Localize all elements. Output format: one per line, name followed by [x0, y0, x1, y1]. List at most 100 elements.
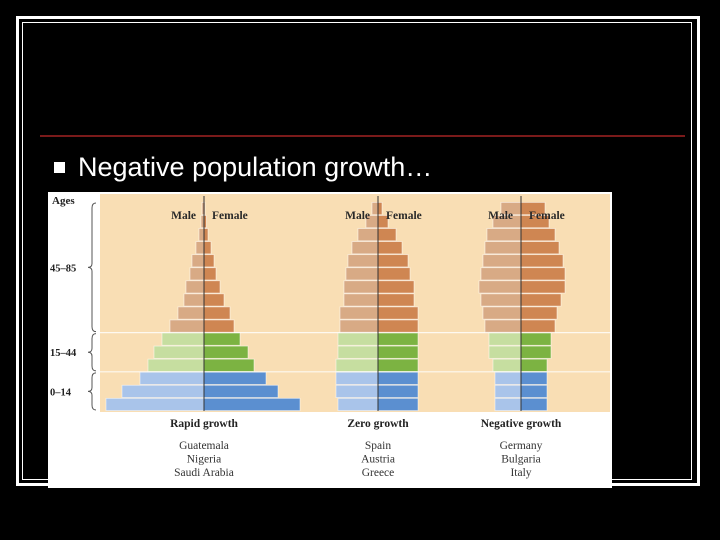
bar-female	[377, 293, 415, 307]
bar-male	[153, 345, 205, 359]
bar-female	[520, 293, 562, 307]
bar-female	[203, 397, 301, 411]
country-label: Spain	[365, 440, 391, 452]
bar-female	[377, 280, 415, 294]
bar-male	[339, 306, 379, 320]
bar-female	[377, 241, 403, 255]
bar-female	[520, 228, 556, 242]
bar-female	[377, 345, 419, 359]
bar-female	[520, 384, 548, 398]
population-pyramids-figure: Ages 0–14 15–44 45–85 Male Female Rapid growth…	[48, 192, 612, 488]
bar-female	[377, 267, 411, 281]
pyramid-title: Rapid growth	[170, 418, 238, 430]
age-group-label: 45–85	[50, 263, 76, 274]
bar-female	[520, 306, 558, 320]
title-rule	[40, 135, 685, 137]
bar-male	[357, 228, 379, 242]
bullet-icon	[54, 162, 65, 173]
age-group-label: 15–44	[50, 348, 77, 359]
bar-male	[195, 241, 205, 255]
bar-male	[335, 371, 379, 385]
country-label: Germany	[500, 440, 543, 452]
bar-male	[480, 293, 522, 307]
bar-female	[520, 397, 548, 411]
bar-male	[494, 384, 522, 398]
bar-male	[337, 332, 379, 346]
country-label: Bulgaria	[501, 454, 541, 466]
bar-female	[520, 267, 566, 281]
bar-female	[203, 254, 215, 268]
bar-male	[335, 384, 379, 398]
bar-male	[478, 280, 522, 294]
country-label: Italy	[510, 467, 531, 479]
bar-male	[183, 293, 205, 307]
bar-male	[339, 319, 379, 333]
bar-male	[488, 332, 522, 346]
bar-male	[185, 280, 205, 294]
female-label: Female	[212, 210, 248, 222]
bar-female	[520, 241, 560, 255]
age-group-brace	[87, 333, 97, 372]
bar-male	[177, 306, 205, 320]
bar-male	[189, 267, 205, 281]
bar-male	[492, 358, 522, 372]
bar-male	[161, 332, 205, 346]
country-label: Greece	[362, 467, 395, 479]
male-label: Male	[345, 210, 370, 222]
country-label: Saudi Arabia	[174, 467, 234, 479]
age-group-brace	[87, 202, 97, 333]
bar-male	[494, 397, 522, 411]
bar-male	[343, 293, 379, 307]
bar-male	[351, 241, 379, 255]
age-group-label: 0–14	[50, 387, 72, 398]
country-label: Guatemala	[179, 440, 229, 452]
bar-female	[203, 241, 212, 255]
bar-female	[203, 280, 221, 294]
bar-male	[480, 267, 522, 281]
bar-female	[377, 201, 383, 216]
bar-male	[169, 319, 205, 333]
bullet-text: Negative population growth…	[78, 152, 433, 182]
bar-female	[203, 319, 235, 333]
bar-female	[377, 319, 419, 333]
bar-female	[520, 254, 564, 268]
bar-female	[203, 306, 231, 320]
bar-male	[343, 280, 379, 294]
bar-male	[486, 228, 522, 242]
bar-female	[203, 228, 209, 242]
bar-male	[121, 384, 205, 398]
bar-male	[494, 371, 522, 385]
bar-female	[377, 358, 419, 372]
bar-male	[484, 241, 522, 255]
bar-female	[203, 345, 249, 359]
pyramid-title: Zero growth	[347, 418, 409, 430]
bar-female	[520, 345, 552, 359]
bar-female	[377, 371, 419, 385]
bar-male	[139, 371, 205, 385]
bar-female	[520, 280, 566, 294]
bar-male	[482, 254, 522, 268]
pyramids-chart: Ages 0–14 15–44 45–85 Male Female Rapid growth…	[50, 194, 610, 479]
male-label: Male	[488, 210, 513, 222]
bar-female	[203, 293, 225, 307]
bar-male	[347, 254, 379, 268]
bar-male	[191, 254, 205, 268]
bar-female	[377, 384, 419, 398]
bar-female	[203, 384, 279, 398]
bar-female	[520, 319, 556, 333]
bar-female	[377, 228, 397, 242]
age-group-brace	[87, 372, 97, 411]
bar-male	[337, 345, 379, 359]
bar-female	[377, 397, 419, 411]
bar-female	[203, 332, 241, 346]
bar-female	[203, 358, 255, 372]
age-axis-title: Ages	[52, 195, 75, 207]
female-label: Female	[529, 210, 565, 222]
bar-male	[482, 306, 522, 320]
bar-male	[488, 345, 522, 359]
bar-male	[198, 228, 205, 242]
bar-male	[105, 397, 205, 411]
bar-female	[520, 358, 548, 372]
bar-male	[345, 267, 379, 281]
country-label: Austria	[361, 454, 395, 466]
